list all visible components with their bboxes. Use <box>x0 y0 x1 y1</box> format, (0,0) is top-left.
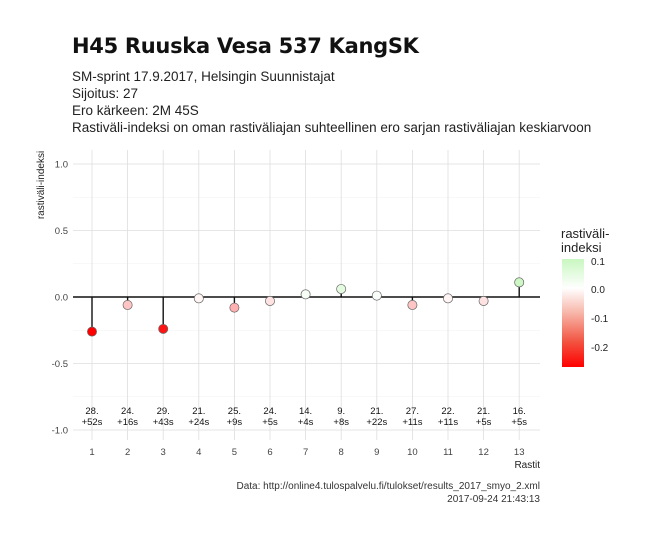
x-tick-label: 11 <box>443 447 453 458</box>
data-point <box>300 289 311 300</box>
split-rank-label: 25. <box>228 406 241 417</box>
data-point <box>336 284 347 294</box>
legend-title-line-1: rastiväli- <box>561 226 610 241</box>
y-tick-label: 0.5 <box>55 226 68 237</box>
data-point <box>158 323 169 334</box>
split-rank-label: 21. <box>477 406 490 417</box>
legend-colorbar <box>562 259 584 367</box>
legend-title-line-2: indeksi <box>561 240 602 255</box>
x-tick-label: 12 <box>478 447 489 458</box>
legend-label: -0.1 <box>591 314 609 325</box>
x-tick-label: 9 <box>374 447 379 458</box>
split-loss-label: +11s <box>402 417 422 428</box>
split-loss-label: +11s <box>438 417 458 428</box>
x-axis-title: Rastit <box>514 460 540 471</box>
split-rank-label: 24. <box>263 406 276 417</box>
data-point <box>229 302 240 313</box>
data-point <box>443 293 453 304</box>
split-loss-label: +5s <box>476 417 492 428</box>
x-tick-label: 4 <box>196 447 201 458</box>
legend-label: 0.0 <box>591 285 605 296</box>
x-tick-label: 8 <box>339 447 344 458</box>
y-tick-label: -0.5 <box>52 359 68 370</box>
split-rank-label: 14. <box>299 406 312 417</box>
data-point <box>407 300 418 310</box>
data-point <box>371 290 382 301</box>
timestamp-caption: 2017-09-24 21:43:13 <box>447 494 540 505</box>
x-tick-label: 1 <box>89 447 94 458</box>
split-loss-label: +24s <box>188 417 209 428</box>
subtitle-rank: Sijoitus: 27 <box>72 86 139 101</box>
x-tick-label: 7 <box>303 447 308 458</box>
split-loss-label: +5s <box>262 417 278 428</box>
data-point <box>265 296 275 306</box>
split-loss-label: +52s <box>82 417 103 428</box>
data-source-caption: Data: http://online4.tulospalvelu.fi/tul… <box>236 481 540 492</box>
split-rank-label: 29. <box>157 406 170 417</box>
y-tick-label: -1.0 <box>52 426 68 437</box>
x-tick-label: 5 <box>232 447 237 458</box>
split-rank-label: 28. <box>85 406 98 417</box>
data-point <box>87 326 97 337</box>
legend-label: 0.1 <box>591 257 605 268</box>
data-point <box>514 277 525 288</box>
y-axis-title: rastiväli-indeksi <box>36 151 47 219</box>
split-loss-label: +8s <box>333 417 349 428</box>
split-loss-label: +16s <box>117 417 138 428</box>
y-tick-label: 1.0 <box>55 160 68 171</box>
split-loss-label: +5s <box>511 417 527 428</box>
subtitle-gap: Ero kärkeen: 2M 45S <box>72 103 199 118</box>
split-rank-label: 21. <box>370 406 383 417</box>
legend-label: -0.2 <box>591 343 609 354</box>
data-point <box>478 296 489 306</box>
split-rank-label: 9. <box>337 406 345 417</box>
x-tick-label: 10 <box>407 447 418 458</box>
subtitle-description: Rastiväli-indeksi on oman rastiväliajan … <box>72 120 592 135</box>
subtitle-event: SM-sprint 17.9.2017, Helsingin Suunnista… <box>72 69 335 84</box>
legend-title: rastiväli- indeksi <box>561 227 609 255</box>
split-loss-label: +9s <box>227 417 243 428</box>
y-tick-label: 0.0 <box>55 293 68 304</box>
split-rank-label: 24. <box>121 406 134 417</box>
data-point <box>193 293 204 304</box>
x-tick-label: 6 <box>267 447 272 458</box>
split-rank-label: 27. <box>406 406 419 417</box>
split-rank-label: 21. <box>192 406 205 417</box>
split-loss-label: +43s <box>153 417 174 428</box>
x-tick-label: 13 <box>514 447 525 458</box>
chart-title: H45 Ruuska Vesa 537 KangSK <box>72 34 419 58</box>
split-rank-label: 16. <box>513 406 526 417</box>
data-point <box>122 300 133 310</box>
split-rank-label: 22. <box>441 406 454 417</box>
x-tick-label: 2 <box>125 447 130 458</box>
split-loss-label: +4s <box>298 417 314 428</box>
x-tick-label: 3 <box>161 447 166 458</box>
split-loss-label: +22s <box>366 417 387 428</box>
